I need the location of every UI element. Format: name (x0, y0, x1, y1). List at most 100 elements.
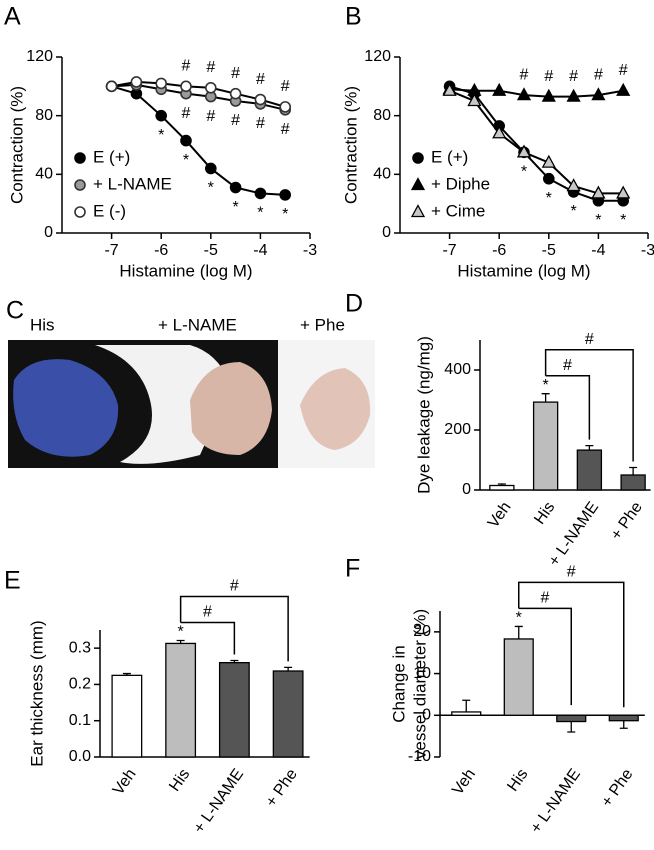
marker (229, 181, 242, 194)
significance-mark: # (182, 58, 191, 75)
significance-mark: * (158, 127, 164, 144)
x-tick-label: -4 (591, 242, 605, 259)
x-tick-label: His (531, 499, 558, 528)
significance-mark: # (563, 357, 572, 374)
bar (165, 642, 197, 758)
photo-label: + Phe (300, 315, 345, 334)
marker (155, 77, 167, 90)
x-tick-label: -7 (104, 242, 118, 259)
x-tick-label: Veh (485, 499, 515, 531)
legend-label: + Cime (431, 201, 485, 220)
x-tick-label: + Phe (608, 499, 646, 543)
error-bar (122, 672, 131, 676)
significance-mark: # (567, 564, 576, 581)
x-tick-label: -5 (204, 242, 218, 259)
legend-marker (74, 179, 86, 191)
marker (229, 87, 242, 100)
significance-mark: # (281, 121, 290, 138)
significance-mark: # (520, 66, 529, 83)
y-axis-label: Change in (389, 645, 408, 723)
marker (442, 82, 457, 96)
x-axis-label: Histamine (log M) (119, 261, 252, 280)
significance-mark: * (516, 610, 522, 627)
error-bar (284, 666, 293, 672)
significance-bracket (544, 348, 634, 462)
marker (591, 185, 606, 199)
y-tick-label: 0 (382, 224, 391, 241)
marker (616, 82, 631, 96)
ear-photo (8, 340, 375, 468)
error-bar (514, 625, 523, 639)
x-tick-label: -7 (442, 242, 456, 259)
significance-mark: * (546, 190, 552, 207)
y-tick-label: 20 (413, 623, 431, 640)
significance-mark: # (569, 68, 578, 85)
significance-mark: * (178, 624, 184, 641)
bar (608, 714, 639, 722)
y-tick-label: 10 (413, 665, 431, 682)
panel-letter: A (4, 3, 21, 31)
significance-bracket (518, 581, 625, 708)
error-bar (585, 444, 594, 451)
x-tick-label: -5 (542, 242, 556, 259)
ear-pink (190, 362, 272, 455)
marker (254, 187, 267, 200)
y-tick-label: 80 (35, 107, 53, 124)
y-tick-label: 200 (444, 421, 471, 438)
error-bar (176, 639, 185, 644)
marker (516, 87, 532, 101)
x-tick-label: -3 (303, 242, 317, 259)
error-bar (230, 659, 239, 663)
y-tick-label: 0 (44, 224, 53, 241)
x-tick-label: + L-NAME (191, 766, 248, 837)
marker (541, 154, 556, 168)
y-tick-label: 0.0 (69, 748, 91, 765)
y-tick-label: 0.1 (69, 712, 91, 729)
panel-letter: C (6, 297, 24, 325)
legend-marker (412, 152, 424, 164)
y-tick-label: 120 (364, 48, 391, 65)
y-axis-label: Ear thickness (mm) (27, 620, 46, 766)
significance-mark: # (203, 604, 212, 621)
x-tick-label: Veh (449, 766, 479, 798)
significance-mark: # (544, 68, 553, 85)
marker (180, 134, 192, 147)
significance-mark: * (595, 212, 601, 229)
legend-marker (410, 177, 426, 191)
x-tick-label: -6 (492, 242, 506, 259)
significance-mark: * (183, 152, 189, 169)
bar (489, 484, 515, 491)
y-axis-label: Contraction (%) (7, 86, 26, 204)
significance-mark: # (182, 105, 191, 122)
significance-mark: # (281, 78, 290, 95)
bar (620, 474, 646, 491)
y-axis-label: vessel diameter (%) (410, 609, 429, 759)
bar (451, 711, 482, 716)
x-tick-label: His (504, 766, 531, 795)
legend-label: E (-) (93, 201, 126, 220)
error-bar (541, 393, 550, 403)
marker (279, 101, 292, 113)
x-axis-label: Histamine (log M) (457, 261, 590, 280)
error-bar (567, 721, 576, 733)
bar (556, 714, 587, 723)
panel-letter: E (4, 567, 21, 595)
marker (105, 80, 118, 93)
legend-marker (410, 204, 426, 218)
significance-mark: # (594, 66, 603, 83)
bar (111, 674, 143, 758)
y-tick-label: -10 (408, 748, 431, 765)
ear-blue (13, 359, 119, 457)
bar (272, 670, 304, 758)
error-bar (462, 699, 471, 712)
x-tick-label: Veh (110, 766, 140, 798)
series-line (449, 89, 624, 195)
photo-label: His (30, 315, 55, 334)
legend-label: + L-NAME (93, 174, 172, 193)
marker (155, 109, 167, 122)
significance-mark: # (206, 59, 215, 76)
significance-bracket (545, 374, 591, 440)
y-tick-label: 40 (373, 166, 391, 183)
marker (205, 162, 217, 175)
y-tick-label: 120 (26, 48, 53, 65)
